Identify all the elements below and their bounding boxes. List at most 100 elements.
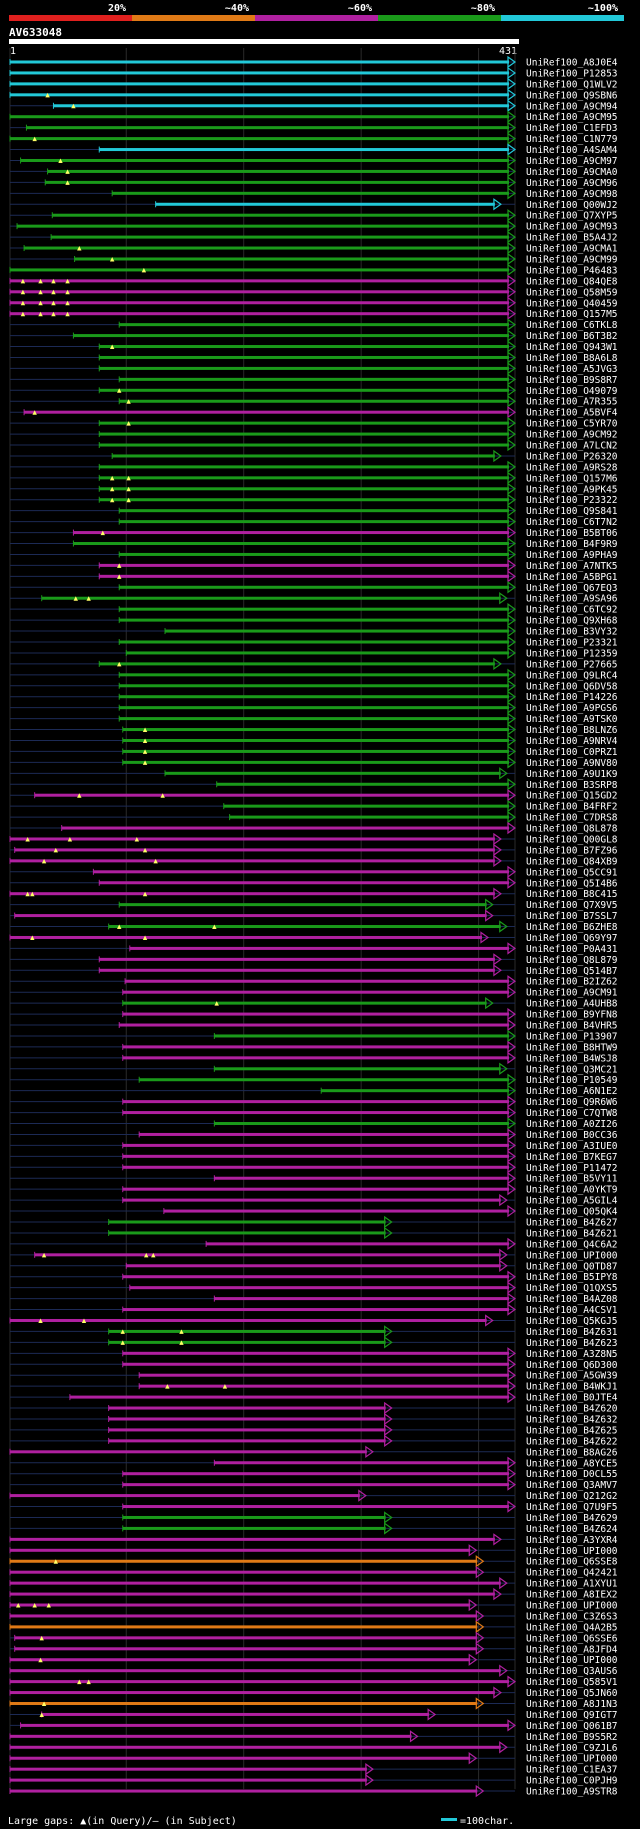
hit-row[interactable]: UniRef100_B4Z632 [10, 1412, 618, 1426]
hit-row[interactable]: UniRef100_UPI000 [9, 1544, 618, 1557]
hit-row[interactable]: UniRef100_B7FZ96 [10, 843, 618, 857]
hit-row[interactable]: UniRef100_B8C415 [9, 887, 618, 901]
hit-row[interactable]: UniRef100_Q514B7 [10, 964, 618, 977]
hit-row[interactable]: UniRef100_B4WSJ8 [10, 1051, 618, 1065]
hit-row[interactable]: UniRef100_A8J0E4 [9, 55, 618, 69]
hit-row[interactable]: UniRef100_B3VY32 [10, 624, 618, 638]
hit-row[interactable]: UniRef100_Q1QXS5 [10, 1281, 618, 1295]
hit-row[interactable]: UniRef100_Q9IGT7 [10, 1708, 618, 1721]
hit-row[interactable]: UniRef100_B9S5R2 [9, 1730, 618, 1743]
hit-row[interactable]: UniRef100_B8AG26 [9, 1445, 618, 1459]
hit-row[interactable]: UniRef100_A8JFD4 [10, 1642, 618, 1656]
hit-row[interactable]: UniRef100_Q00GL8 [9, 832, 618, 846]
hit-row[interactable]: UniRef100_A9NRV4 [10, 734, 618, 747]
hit-row[interactable]: UniRef100_Q157M5 [9, 307, 618, 321]
hit-row[interactable]: UniRef100_C7QTW8 [10, 1106, 618, 1120]
hit-row[interactable]: UniRef100_A7R355 [10, 395, 618, 408]
hit-row[interactable]: UniRef100_B4Z620 [10, 1401, 618, 1415]
hit-row[interactable]: UniRef100_Q5JN60 [9, 1686, 618, 1700]
hit-row[interactable]: UniRef100_P12853 [9, 66, 618, 80]
hit-row[interactable]: UniRef100_B6ZHE8 [10, 920, 618, 934]
hit-row[interactable]: UniRef100_A9RS28 [10, 460, 618, 474]
hit-row[interactable]: UniRef100_B4Z627 [10, 1215, 618, 1229]
hit-row[interactable]: UniRef100_B8LNZ6 [10, 723, 618, 737]
hit-row[interactable]: UniRef100_Q58M59 [9, 285, 618, 299]
hit-row[interactable]: UniRef100_Q5CC91 [10, 865, 618, 879]
hit-row[interactable]: UniRef100_A9CM94 [10, 99, 618, 113]
hit-row[interactable]: UniRef100_A4CSV1 [10, 1303, 618, 1317]
hit-row[interactable]: UniRef100_A3YXR4 [9, 1533, 618, 1546]
hit-row[interactable]: UniRef100_Q8L879 [10, 953, 618, 966]
hit-row[interactable]: UniRef100_UPI000 [9, 1653, 618, 1667]
hit-row[interactable]: UniRef100_Q0TD87 [10, 1259, 618, 1273]
hit-row[interactable]: UniRef100_Q9S841 [10, 504, 618, 518]
hit-row[interactable]: UniRef100_B4F9R9 [10, 537, 618, 551]
hit-row[interactable]: UniRef100_A9CM95 [9, 110, 618, 124]
hit-row[interactable]: UniRef100_P46483 [9, 263, 618, 277]
hit-row[interactable]: UniRef100_Q3AMV7 [10, 1478, 618, 1492]
hit-row[interactable]: UniRef100_O49079 [10, 384, 618, 397]
hit-row[interactable]: UniRef100_Q4A2B5 [9, 1620, 618, 1634]
hit-row[interactable]: UniRef100_P14226 [10, 690, 618, 704]
hit-row[interactable]: UniRef100_B5BT06 [10, 526, 618, 540]
hit-row[interactable]: UniRef100_B4Z631 [10, 1325, 618, 1338]
hit-row[interactable]: UniRef100_C1N779 [9, 132, 618, 146]
hit-row[interactable]: UniRef100_A9PGS6 [10, 701, 618, 715]
hit-row[interactable]: UniRef100_A4UHB8 [10, 996, 618, 1010]
hit-row[interactable]: UniRef100_B4Z622 [10, 1434, 618, 1448]
hit-row[interactable]: UniRef100_P11472 [10, 1161, 618, 1174]
hit-row[interactable]: UniRef100_A5BVF4 [10, 406, 618, 419]
hit-row[interactable]: UniRef100_B5A4J2 [10, 230, 618, 244]
hit-row[interactable]: UniRef100_B7SSL7 [10, 909, 618, 923]
hit-row[interactable]: UniRef100_B3SRP8 [10, 778, 618, 791]
hit-row[interactable]: UniRef100_Q585V1 [9, 1675, 618, 1689]
hit-row[interactable]: UniRef100_P10549 [10, 1073, 618, 1087]
hit-row[interactable]: UniRef100_Q00WJ2 [10, 198, 618, 211]
hit-row[interactable]: UniRef100_Q05QK4 [10, 1204, 618, 1218]
hit-row[interactable]: UniRef100_P23322 [10, 493, 618, 507]
hit-row[interactable]: UniRef100_A9CM98 [10, 187, 618, 200]
hit-row[interactable]: UniRef100_Q3MC21 [10, 1062, 618, 1076]
hit-row[interactable]: UniRef100_A9CM93 [10, 219, 618, 233]
hit-row[interactable]: UniRef100_A9TSK0 [10, 712, 618, 726]
hit-row[interactable]: UniRef100_Q5KGJ5 [9, 1314, 618, 1327]
hit-row[interactable]: UniRef100_C0PRZ1 [10, 745, 618, 758]
hit-row[interactable]: UniRef100_UPI000 [9, 1598, 618, 1612]
hit-row[interactable]: UniRef100_Q9LRC4 [10, 668, 618, 682]
hit-row[interactable]: UniRef100_A9CM97 [10, 154, 618, 167]
hit-row[interactable]: UniRef100_Q42421 [9, 1566, 618, 1579]
hit-row[interactable]: UniRef100_A5GIL4 [10, 1193, 618, 1207]
hit-row[interactable]: UniRef100_A8YCE5 [10, 1456, 618, 1470]
hit-row[interactable]: UniRef100_UPI000 [10, 1248, 618, 1262]
hit-row[interactable]: UniRef100_B6T3B2 [10, 329, 618, 343]
hit-row[interactable]: UniRef100_A9CMA1 [10, 241, 618, 255]
hit-row[interactable]: UniRef100_A5JVG3 [10, 362, 618, 375]
hit-row[interactable]: UniRef100_B4Z624 [10, 1522, 618, 1535]
hit-row[interactable]: UniRef100_Q943W1 [10, 340, 618, 354]
hit-row[interactable]: UniRef100_Q84XB9 [9, 854, 618, 868]
hit-row[interactable]: UniRef100_Q9R6W6 [10, 1095, 618, 1109]
hit-row[interactable]: UniRef100_C6TKL8 [10, 318, 618, 332]
hit-row[interactable]: UniRef100_A0ZI26 [10, 1117, 618, 1131]
hit-row[interactable]: UniRef100_C5YR70 [10, 416, 618, 430]
hit-row[interactable]: UniRef100_C1EA37 [9, 1763, 618, 1776]
hit-row[interactable]: UniRef100_Q212G2 [9, 1489, 618, 1503]
hit-row[interactable]: UniRef100_Q6SSE6 [10, 1631, 618, 1645]
hit-row[interactable]: UniRef100_Q40459 [9, 296, 618, 310]
hit-row[interactable]: UniRef100_A8IEX2 [9, 1587, 618, 1601]
hit-row[interactable]: UniRef100_A0YKT9 [10, 1183, 618, 1196]
hit-row[interactable]: UniRef100_B8HTW9 [10, 1040, 618, 1054]
hit-row[interactable]: UniRef100_B4Z623 [10, 1336, 618, 1349]
hit-row[interactable]: UniRef100_B4Z621 [10, 1226, 618, 1240]
hit-row[interactable]: UniRef100_B4AZ08 [10, 1292, 618, 1306]
hit-row[interactable]: UniRef100_P0A431 [10, 942, 618, 955]
hit-row[interactable]: UniRef100_Q7XYP5 [10, 209, 618, 222]
hit-row[interactable]: UniRef100_B5VY11 [10, 1172, 618, 1185]
hit-row[interactable]: UniRef100_B9S8R7 [10, 373, 618, 386]
hit-row[interactable]: UniRef100_Q4C6A2 [10, 1237, 618, 1251]
hit-row[interactable]: UniRef100_Q8L878 [10, 821, 618, 835]
hit-row[interactable]: UniRef100_P23321 [10, 635, 618, 649]
hit-row[interactable]: UniRef100_B7KEG7 [10, 1150, 618, 1163]
hit-row[interactable]: UniRef100_B2IZ62 [10, 975, 618, 988]
hit-row[interactable]: UniRef100_Q1WLV2 [9, 77, 618, 91]
